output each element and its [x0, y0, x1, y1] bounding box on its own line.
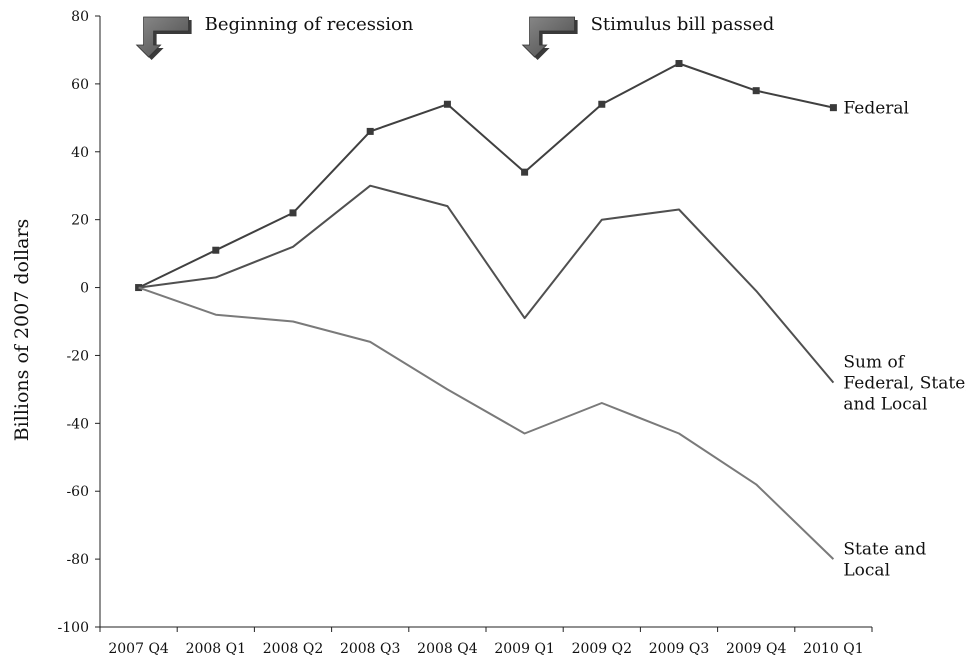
series-marker: [675, 60, 683, 68]
series-marker: [829, 104, 837, 112]
y-tick-label: 0: [80, 281, 89, 297]
x-tick-label: 2009 Q1: [494, 641, 554, 657]
y-tick-label: 40: [71, 145, 89, 161]
x-tick-label: 2008 Q4: [417, 641, 478, 657]
annotation-arrow: [521, 16, 578, 60]
series-line: [138, 184, 835, 384]
x-tick-label: 2010 Q1: [803, 641, 863, 657]
y-tick-label: -20: [66, 348, 89, 364]
x-tick-label: 2008 Q1: [186, 641, 246, 657]
annotation-arrow-shape: [521, 16, 575, 58]
annotation-arrow-shape: [135, 16, 190, 58]
y-tick-label: 20: [71, 213, 89, 229]
annotation-label: Stimulus bill passed: [591, 14, 775, 35]
y-axis-title: Billions of 2007 dollars: [11, 219, 33, 442]
labels-layer: Federal Sum of Federal, State, and Local Sta…: [843, 99, 966, 581]
y-tick-label: -80: [66, 552, 89, 568]
series-label-line: and Local: [843, 395, 927, 415]
x-tick-label: 2007 Q4: [108, 641, 169, 657]
series-marker: [366, 127, 374, 135]
axes: 80 60 40 20 0 -20 -40 -60 -80 -100 2007 Q4 2008 Q1 2…: [58, 9, 873, 657]
series-label-line: Federal, State,: [843, 374, 966, 394]
series-line: [138, 62, 834, 289]
series-marker: [598, 100, 606, 108]
series-label-line: Local: [843, 561, 890, 581]
series-label: State and Local: [843, 540, 926, 581]
x-tick-label: 2008 Q2: [263, 641, 323, 657]
x-tick-label: 2009 Q2: [572, 641, 632, 657]
y-tick-label: 80: [71, 9, 89, 25]
series-marker: [443, 100, 451, 108]
series-label-line: Sum of: [843, 353, 905, 373]
series-marker: [752, 87, 760, 95]
annotation-arrow: [135, 16, 192, 60]
series-line: [138, 286, 835, 560]
series-marker: [289, 209, 297, 217]
series-label: Sum of Federal, State, and Local: [843, 353, 966, 415]
series-label: Federal: [843, 99, 909, 119]
y-tick-label: -60: [66, 484, 89, 500]
y-tick-label: -40: [66, 416, 89, 432]
y-tick-label: 60: [71, 77, 89, 93]
series-layer: [135, 60, 837, 560]
annotation-label: Beginning of recession: [205, 14, 414, 35]
x-tick-label: 2009 Q4: [726, 641, 787, 657]
series-label-line: State and: [843, 540, 926, 560]
series-marker: [212, 246, 220, 254]
annotation-layer: Beginning of recession Stimulus bill pass…: [135, 14, 775, 60]
series-label-line: Federal: [843, 99, 909, 119]
x-tick-label: 2009 Q3: [649, 641, 709, 657]
y-tick-label: -100: [58, 620, 89, 636]
x-tick-label: 2008 Q3: [340, 641, 400, 657]
series-marker: [521, 168, 529, 176]
